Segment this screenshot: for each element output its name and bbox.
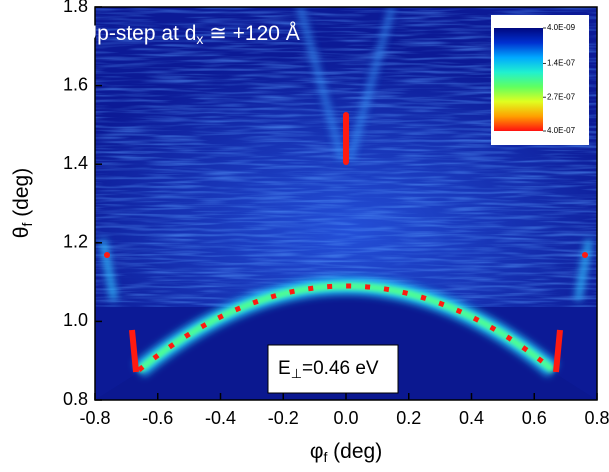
colorbar-tick-label: 4.0E-09: [547, 23, 576, 32]
colorbar-tick-label: 4.0E-07: [547, 126, 576, 135]
x-tick-label: -0.8: [79, 408, 110, 428]
y-axis-label: θf (deg): [10, 168, 35, 238]
y-tick-label: 1.0: [63, 310, 88, 330]
y-tick-label: 0.8: [63, 389, 88, 409]
x-tick-label: 0.2: [396, 408, 421, 428]
annotation: Up-step at dx ≅ +120 Å: [82, 22, 300, 47]
energy-label: E⊥=0.46 eV: [278, 358, 379, 381]
x-axis-label: φf (deg): [310, 440, 382, 465]
colorbar: [494, 28, 543, 131]
y-tick-label: 1.6: [63, 74, 88, 94]
x-tick-label: -0.2: [268, 408, 299, 428]
y-tick-label: 1.2: [63, 232, 88, 252]
x-tick-label: 0.4: [459, 408, 484, 428]
colorbar-tick-label: 2.7E-07: [547, 92, 576, 101]
x-tick-label: 0.0: [333, 408, 358, 428]
x-tick-label: -0.4: [205, 408, 236, 428]
x-tick-label: 0.6: [522, 408, 547, 428]
y-tick-label: 1.4: [63, 153, 88, 173]
colorbar-tick-label: 1.4E-07: [547, 58, 576, 67]
y-tick-label: 1.8: [63, 0, 88, 16]
energy-box: [267, 344, 399, 394]
x-tick-label: -0.6: [142, 408, 173, 428]
x-tick-label: 0.8: [584, 408, 609, 428]
